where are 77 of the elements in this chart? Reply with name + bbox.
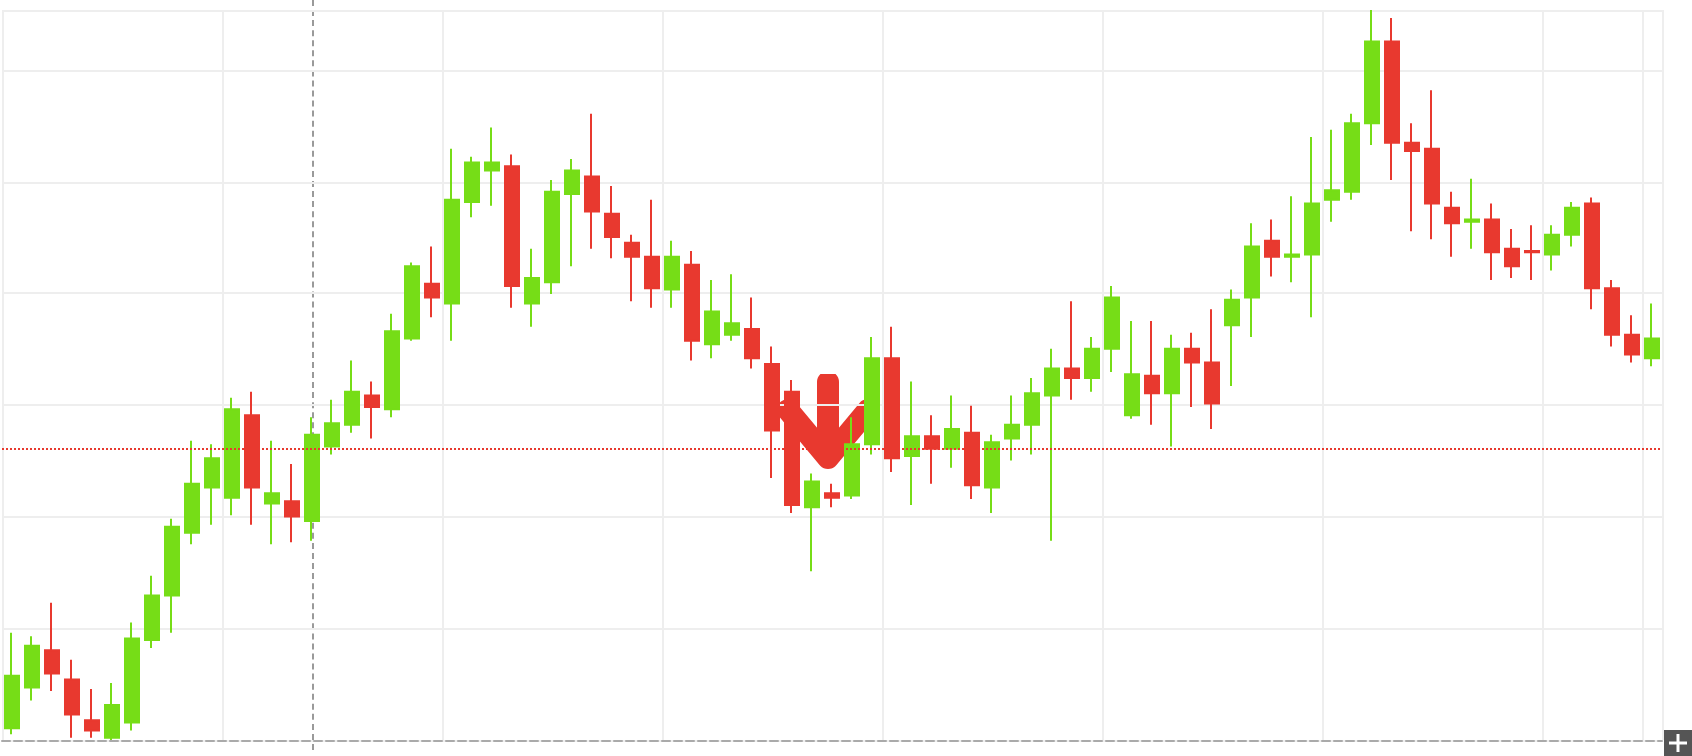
- candlestick: [64, 658, 80, 739]
- candlestick: [1104, 284, 1120, 374]
- candlestick: [284, 463, 300, 544]
- candlestick: [544, 179, 560, 295]
- candlestick: [564, 157, 580, 268]
- candlestick: [864, 336, 880, 456]
- candlestick: [1224, 288, 1240, 387]
- candlestick: [1084, 336, 1100, 393]
- candlestick: [1404, 122, 1420, 233]
- candlestick: [804, 472, 820, 573]
- candlestick: [224, 396, 240, 517]
- candlestick: [1004, 394, 1020, 462]
- candlestick: [24, 635, 40, 702]
- candlestick: [624, 233, 640, 303]
- candlestick: [44, 601, 60, 693]
- candlestick: [4, 631, 20, 736]
- candlestick: [1444, 190, 1460, 258]
- candlestick: [984, 433, 1000, 514]
- candlestick: [404, 261, 420, 342]
- candlestick: [1424, 89, 1440, 241]
- candlestick: [484, 126, 500, 207]
- candlestick: [304, 416, 320, 542]
- candlestick: [464, 155, 480, 219]
- candlestick: [1064, 300, 1080, 401]
- candlestick: [664, 239, 680, 309]
- candlestick: [504, 153, 520, 309]
- candlestick: [1344, 112, 1360, 201]
- candlestick: [324, 398, 340, 456]
- candlestick: [1524, 224, 1540, 282]
- candlestick: [164, 517, 180, 634]
- candlestick: [704, 279, 720, 360]
- candlestick: [144, 574, 160, 650]
- candlestick: [1624, 314, 1640, 364]
- candlestick: [584, 112, 600, 250]
- candlestick: [1384, 17, 1400, 182]
- candlestick: [844, 416, 860, 501]
- candlestick: [104, 682, 120, 741]
- candlestick: [364, 380, 380, 440]
- candlestick: [1024, 376, 1040, 456]
- candlestick: [1484, 202, 1500, 282]
- candlestick: [1184, 331, 1200, 409]
- candlestick: [1244, 222, 1260, 339]
- candlestick: [1364, 9, 1380, 147]
- candlestick: [724, 273, 740, 342]
- candlestick: [1304, 136, 1320, 319]
- candlestick: [1044, 347, 1060, 542]
- candlestick: [124, 621, 140, 732]
- candlestick: [1204, 308, 1220, 431]
- candlestick: [184, 439, 200, 546]
- candlestick: [1324, 128, 1340, 223]
- candlestick: [1464, 177, 1480, 250]
- candlestick: [264, 439, 280, 546]
- candlestick: [1564, 200, 1580, 248]
- candlestick: [1584, 196, 1600, 311]
- candlestick: [684, 249, 700, 362]
- candlestick: [424, 245, 440, 319]
- candlestick: [604, 184, 620, 260]
- candlestick: [344, 359, 360, 434]
- candlestick: [1504, 228, 1520, 279]
- candlestick: [84, 687, 100, 739]
- candlestick: [904, 380, 920, 506]
- candlestick: [1604, 279, 1620, 348]
- candlestick: [1124, 319, 1140, 420]
- candlestick: [1144, 319, 1160, 426]
- candlestick: [944, 394, 960, 469]
- candlestick: [384, 312, 400, 419]
- candlestick: [1284, 195, 1300, 284]
- candlestick: [444, 147, 460, 342]
- candlestick: [744, 296, 760, 370]
- candlestick: [1644, 302, 1660, 368]
- candlestick: [1164, 333, 1180, 448]
- candlestick: [204, 443, 220, 526]
- candlestick: [824, 482, 840, 509]
- candlestick: [1264, 218, 1280, 278]
- candlestick: [524, 247, 540, 328]
- candlestick: [1544, 224, 1560, 272]
- candlestick: [644, 198, 660, 309]
